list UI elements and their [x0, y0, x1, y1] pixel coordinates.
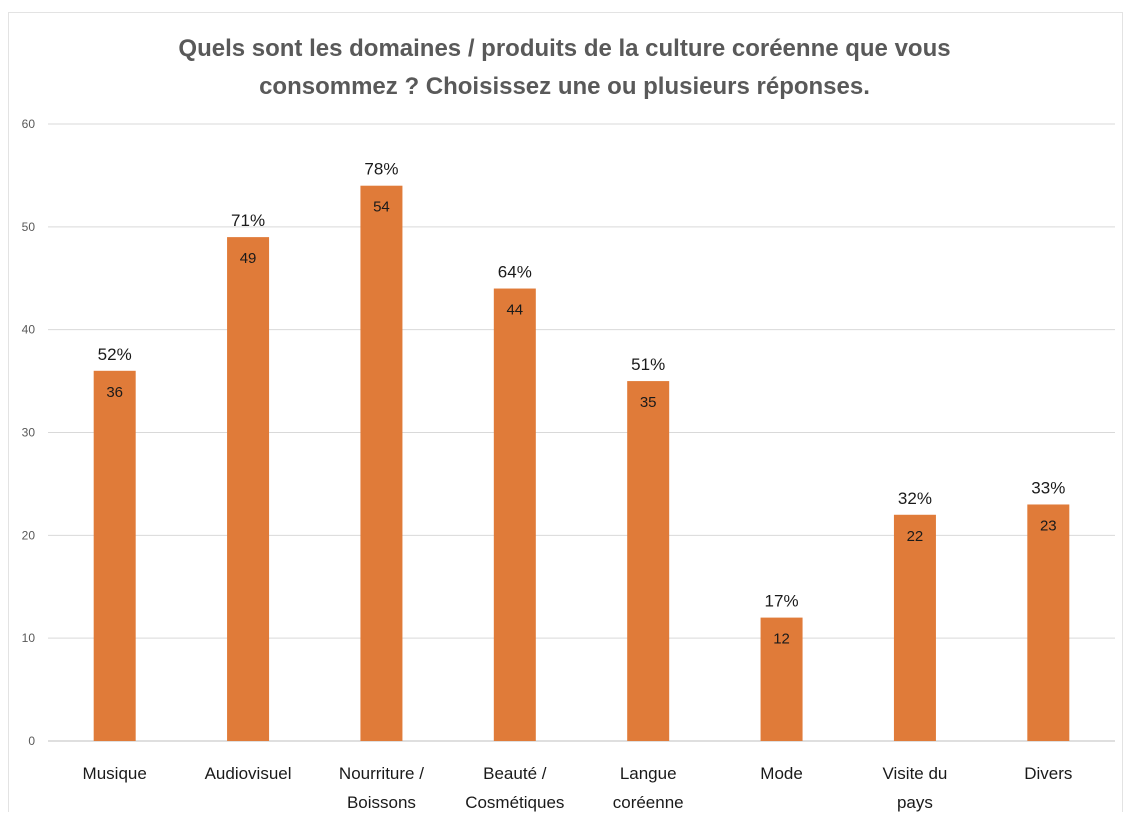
y-tick-label: 30	[22, 426, 36, 440]
bar-percent-label: 52%	[98, 345, 132, 364]
x-category-label: pays	[897, 793, 933, 812]
bar	[893, 514, 936, 741]
chart-title-line-2: consommez ? Choisissez une ou plusieurs …	[259, 73, 870, 100]
y-tick-label: 0	[28, 734, 35, 748]
x-category-label: Audiovisuel	[205, 764, 292, 783]
y-tick-label: 10	[22, 631, 36, 645]
bar-percent-label: 51%	[631, 355, 665, 374]
bar-value-label: 23	[1040, 517, 1057, 534]
bar-value-label: 35	[640, 394, 657, 411]
bar	[360, 185, 403, 741]
chart-title: Quels sont les domaines / produits de la…	[0, 30, 1129, 106]
bar-percent-label: 33%	[1031, 478, 1065, 497]
x-category-label: Langue	[620, 764, 677, 783]
bar-percent-label: 64%	[498, 263, 532, 282]
bar-value-label: 12	[773, 631, 790, 648]
bar	[493, 288, 536, 741]
bar	[93, 370, 136, 741]
bar-value-label: 49	[240, 250, 257, 267]
x-category-label: Musique	[83, 764, 147, 783]
bar-percent-label: 17%	[765, 592, 799, 611]
bar	[227, 237, 270, 741]
x-category-label: Mode	[760, 764, 803, 783]
bar-value-label: 54	[373, 199, 390, 216]
x-category-label: Cosmétiques	[465, 793, 564, 812]
bar-value-label: 44	[506, 302, 523, 319]
y-tick-label: 20	[22, 528, 36, 542]
bar	[627, 381, 670, 741]
chart-title-line-1: Quels sont les domaines / produits de la…	[178, 35, 951, 62]
x-category-label: coréenne	[613, 793, 684, 812]
bar-percent-label: 32%	[898, 489, 932, 508]
x-category-label: Nourriture /	[339, 764, 424, 783]
y-tick-label: 60	[22, 117, 36, 131]
chart-frame	[8, 12, 1123, 812]
x-category-label: Divers	[1024, 764, 1072, 783]
bar	[1027, 504, 1070, 741]
bar-percent-label: 78%	[364, 160, 398, 179]
x-category-label: Boissons	[347, 793, 416, 812]
bar-value-label: 22	[907, 528, 924, 545]
bar-percent-label: 71%	[231, 211, 265, 230]
y-tick-label: 40	[22, 323, 36, 337]
bar	[760, 617, 803, 741]
x-category-label: Visite du	[882, 764, 947, 783]
bar-value-label: 36	[106, 384, 123, 401]
x-category-label: Beauté /	[483, 764, 547, 783]
y-tick-label: 50	[22, 220, 36, 234]
